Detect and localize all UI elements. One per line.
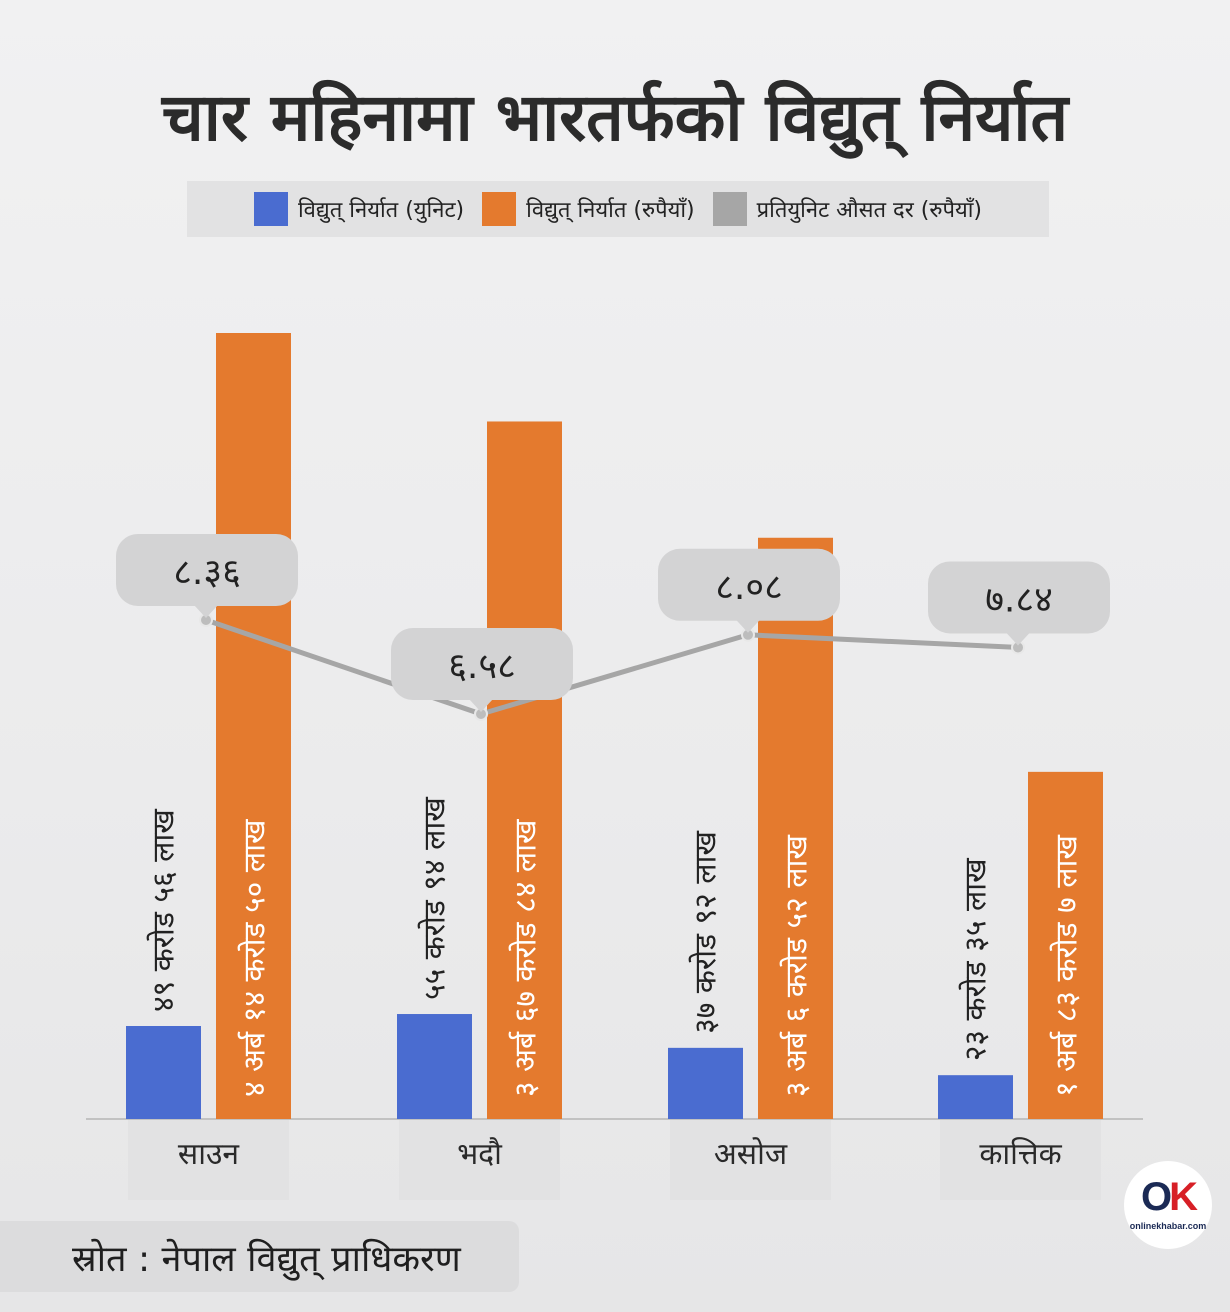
bar-rupees [487,421,562,1120]
data-label-units: २३ करोड ३५ लाख [959,858,994,1061]
data-label-units: ४९ करोड ५६ लाख [147,809,182,1012]
legend-label-rate: प्रतियुनिट औसत दर (रुपैयाँ) [756,198,983,223]
rate-label: ६.५८ [448,646,516,687]
rate-callout [658,548,840,621]
rate-line [205,617,1019,717]
legend-item-rate: प्रतियुनिट औसत दर (रुपैयाँ) [712,192,983,226]
rate-callout [928,561,1110,634]
category-label: असोज [714,1137,788,1172]
legend-label-units: विद्युत् निर्यात (युनिट) [297,198,465,223]
category-band [128,1120,289,1200]
data-label-rupees: ३ अर्ब ६७ करोड ८४ लाख [509,819,544,1097]
rate-callout [391,628,573,700]
bar-units [397,1014,472,1119]
data-label-units: ५५ करोड ९४ लाख [418,797,453,1000]
bar-rupees [216,333,291,1119]
legend-swatch-units [253,192,288,226]
legend-swatch-rate [712,192,747,226]
onlinekhabar-logo: OK onlinekhabar.com [1124,1161,1212,1249]
category-band [940,1120,1101,1200]
legend: विद्युत् निर्यात (युनिट) विद्युत् निर्या… [187,181,1049,237]
rate-label: ८.३६ [173,552,241,593]
logo-mark-k: K [1169,1175,1198,1219]
legend-swatch-rupees [482,192,517,226]
data-label-rupees: १ अर्ब ८३ करोड ७ लाख [1050,835,1085,1097]
data-label-units: ३७ करोड ९२ लाख [689,831,724,1034]
bar-units [668,1047,743,1119]
legend-item-rupees: विद्युत् निर्यात (रुपैयाँ) [482,192,695,226]
chart-title: चार महिनामा भारतर्फको विद्युत् निर्यात [161,79,1069,156]
rate-callout-pointer [1006,632,1030,646]
logo-mark-o: O [1140,1175,1172,1219]
legend-label-rupees: विद्युत् निर्यात (रुपैयाँ) [526,198,695,223]
category-label: साउन [178,1137,240,1172]
bar-units [938,1075,1013,1119]
data-label-rupees: ४ अर्ब १४ करोड ५० लाख [238,819,273,1097]
rate-label: ८.०८ [715,567,783,608]
rate-callout-pointer [194,605,218,618]
data-label-rupees: ३ अर्ब ६ करोड ५२ लाख [780,835,815,1097]
bar-rupees [1028,771,1103,1119]
source-note: स्रोत : नेपाल विद्युत् प्राधिकरण [72,1239,461,1280]
rate-label: ७.८४ [985,579,1053,620]
category-label: भदौ [457,1137,503,1172]
rate-callout-pointer [736,619,760,633]
category-band [670,1120,831,1200]
category-band [399,1120,560,1200]
bar-units [126,1026,201,1119]
logo-text: onlinekhabar.com [1129,1221,1207,1231]
legend-item-units: विद्युत् निर्यात (युनिट) [253,192,465,226]
category-label: कात्तिक [979,1137,1062,1172]
rate-callout-pointer [469,699,493,712]
source-panel [0,1221,519,1292]
logo-mark: OK [1124,1175,1212,1220]
rate-callout [116,534,298,606]
